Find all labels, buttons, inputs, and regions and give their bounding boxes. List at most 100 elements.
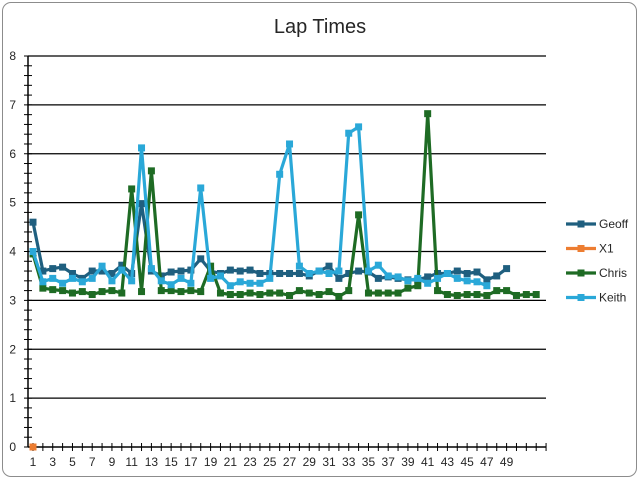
data-point [128, 277, 136, 285]
legend-item-x1: X1 [566, 242, 614, 256]
data-point [98, 262, 106, 270]
data-point [374, 289, 382, 297]
data-point [256, 279, 264, 287]
data-point [187, 287, 195, 295]
data-point [532, 291, 540, 299]
series-chris [29, 110, 540, 300]
x-tick-label: 15 [164, 455, 178, 469]
data-point [276, 170, 284, 178]
data-point [216, 272, 224, 280]
x-tick-label: 47 [480, 455, 494, 469]
data-point [424, 273, 432, 281]
data-point [503, 265, 511, 273]
legend-marker [577, 245, 585, 252]
data-point [364, 267, 372, 275]
data-point [394, 289, 402, 297]
data-point [59, 287, 67, 295]
legend-item-chris: Chris [566, 266, 627, 280]
data-point [138, 200, 146, 208]
data-point [384, 289, 392, 297]
data-point [404, 277, 412, 285]
data-point [157, 287, 165, 295]
data-point [68, 269, 76, 277]
data-point [414, 274, 422, 282]
data-point [49, 274, 57, 282]
data-point [355, 211, 363, 219]
data-point [236, 291, 244, 299]
data-point [256, 291, 264, 299]
data-point [108, 277, 116, 285]
data-point [335, 292, 343, 300]
data-point [295, 262, 303, 270]
data-point [167, 268, 175, 276]
data-point [355, 267, 363, 275]
data-point [128, 185, 136, 193]
x-tick-label: 25 [263, 455, 277, 469]
data-point [147, 167, 155, 175]
series-x1 [29, 443, 37, 451]
data-point [39, 267, 47, 275]
data-point [286, 269, 294, 277]
data-point [197, 255, 205, 263]
series-layer [29, 110, 540, 451]
x-tick-label: 3 [49, 455, 56, 469]
y-tick-label: 0 [9, 440, 16, 454]
data-point [226, 291, 234, 299]
legend-marker [577, 294, 585, 301]
series-line-chris [31, 112, 537, 299]
data-point [108, 269, 116, 277]
x-tick-label: 23 [243, 455, 257, 469]
data-point [59, 279, 67, 287]
data-point [29, 443, 37, 451]
y-tick-label: 1 [9, 391, 16, 405]
data-point [49, 265, 57, 273]
data-point [118, 266, 126, 274]
y-tick-label: 4 [9, 245, 16, 259]
data-point [286, 291, 294, 299]
x-tick-label: 45 [460, 455, 474, 469]
y-tick-label: 2 [9, 342, 16, 356]
data-point [98, 267, 106, 275]
series-keith [29, 123, 491, 290]
data-point [345, 269, 353, 277]
data-point [522, 291, 530, 299]
data-point [355, 123, 363, 131]
chart-title: Lap Times [274, 16, 366, 38]
data-point [443, 269, 451, 277]
x-tick-label: 43 [441, 455, 455, 469]
data-point [98, 288, 106, 296]
data-point [443, 291, 451, 299]
legend-item-keith: Keith [566, 291, 626, 305]
data-point [246, 266, 254, 274]
data-point [177, 288, 185, 296]
legend-item-geoff: Geoff [566, 217, 629, 231]
data-point [483, 282, 491, 290]
data-point [226, 266, 234, 274]
data-point [78, 288, 86, 296]
data-point [325, 288, 333, 296]
data-point [384, 272, 392, 280]
data-point [434, 274, 442, 282]
legend-label: X1 [599, 242, 614, 256]
data-point [68, 289, 76, 297]
data-point [39, 284, 47, 292]
data-point [138, 144, 146, 152]
data-point [187, 279, 195, 287]
data-point [463, 291, 471, 299]
data-point [473, 278, 481, 286]
data-point [424, 110, 432, 118]
data-point [266, 274, 274, 282]
data-point [88, 267, 96, 275]
data-point [246, 289, 254, 297]
legend-label: Geoff [599, 217, 629, 231]
gridlines [28, 55, 546, 399]
data-point [108, 287, 116, 295]
data-point [246, 279, 254, 287]
data-point [207, 274, 215, 282]
data-point [236, 278, 244, 286]
data-point [68, 274, 76, 282]
y-tick-label: 6 [9, 147, 16, 161]
data-point [197, 184, 205, 192]
data-point [78, 278, 86, 286]
data-point [276, 289, 284, 297]
